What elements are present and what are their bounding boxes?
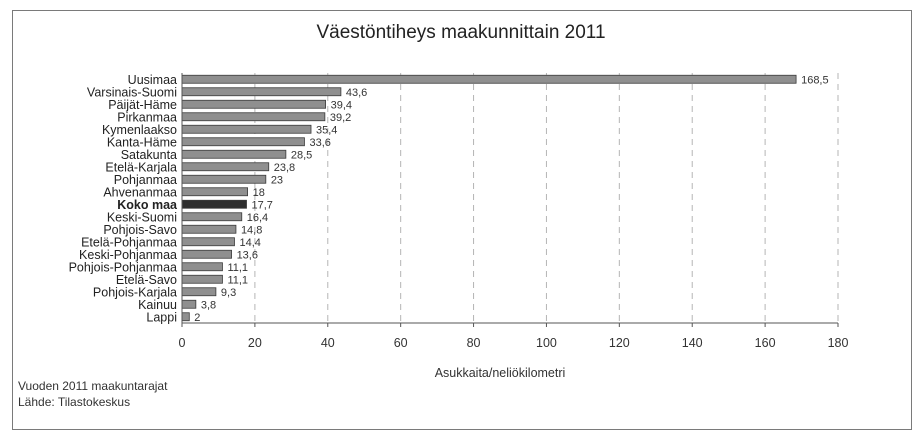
bar <box>181 124 312 134</box>
category-label: Pirkanmaa <box>117 110 177 124</box>
category-label: Kymenlaakso <box>102 123 177 137</box>
bar <box>181 199 247 209</box>
category-labels: UusimaaVarsinais-SuomiPäijät-HämePirkanm… <box>69 73 178 325</box>
value-label: 3,8 <box>201 299 216 311</box>
bar <box>181 249 232 259</box>
category-label: Varsinais-Suomi <box>87 85 177 99</box>
category-label: Etelä-Savo <box>116 273 177 287</box>
bar <box>181 212 243 222</box>
category-label: Kanta-Häme <box>107 135 177 149</box>
bar <box>181 299 197 309</box>
category-label: Päijät-Häme <box>108 98 177 112</box>
value-label: 23 <box>271 174 283 186</box>
bar <box>181 274 223 284</box>
value-label: 13,6 <box>237 249 258 261</box>
footnote-source: Lähde: Tilastokeskus <box>18 395 131 409</box>
x-tick-label: 60 <box>394 336 408 350</box>
category-label: Pohjois-Pohjanmaa <box>69 260 177 274</box>
x-tick-label: 100 <box>536 336 557 350</box>
x-tick-label: 0 <box>179 336 186 350</box>
bar <box>181 187 248 197</box>
grid-lines <box>254 73 839 323</box>
bars <box>181 74 797 322</box>
bar <box>181 312 190 322</box>
x-tick-label: 80 <box>467 336 481 350</box>
value-label: 14,4 <box>239 237 260 249</box>
x-tick-label: 160 <box>755 336 776 350</box>
x-tick-label: 120 <box>609 336 630 350</box>
value-label: 16,4 <box>247 212 268 224</box>
value-label: 14,8 <box>241 224 262 236</box>
bar <box>181 174 267 184</box>
category-label: Satakunta <box>121 148 177 162</box>
category-label: Koko maa <box>117 198 178 212</box>
category-label: Pohjanmaa <box>114 173 177 187</box>
x-tick-label: 40 <box>321 336 335 350</box>
value-label: 28,5 <box>291 149 312 161</box>
category-label: Pohjois-Karjala <box>93 285 177 299</box>
bar <box>181 74 797 84</box>
bar <box>181 162 270 172</box>
bar <box>181 237 235 247</box>
value-label: 43,6 <box>346 87 367 99</box>
bar <box>181 149 287 159</box>
bar <box>181 112 326 122</box>
x-tick-label: 140 <box>682 336 703 350</box>
category-label: Lappi <box>146 310 177 324</box>
bar-chart: 0 20 40 60 80 100 120 140 160 180 UusimaaVarsinai… <box>69 73 849 380</box>
value-label: 2 <box>194 312 200 324</box>
chart-title: Väestöntiheys maakunnittain 2011 <box>316 22 606 43</box>
bar <box>181 262 223 272</box>
value-label: 33,6 <box>309 137 330 149</box>
value-label: 39,4 <box>331 99 352 111</box>
bar <box>181 287 217 297</box>
footnote-boundaries: Vuoden 2011 maakuntarajat <box>18 379 168 393</box>
value-label: 168,5 <box>801 74 829 86</box>
category-label: Keski-Pohjanmaa <box>79 248 177 262</box>
value-label: 23,8 <box>274 162 295 174</box>
category-label: Kainuu <box>138 298 177 312</box>
x-axis: 0 20 40 60 80 100 120 140 160 180 <box>179 73 849 350</box>
category-label: Etelä-Pohjanmaa <box>81 235 177 249</box>
value-labels: 168,543,639,439,235,433,628,523,8231817,… <box>194 74 828 324</box>
x-tick-label: 20 <box>248 336 262 350</box>
value-label: 11,1 <box>227 274 248 286</box>
bar <box>181 224 237 234</box>
category-label: Uusimaa <box>128 73 177 87</box>
x-axis-title: Asukkaita/neliökilometri <box>435 366 566 380</box>
value-label: 39,2 <box>330 112 351 124</box>
category-label: Pohjois-Savo <box>103 223 177 237</box>
category-label: Ahvenanmaa <box>103 185 177 199</box>
category-label: Etelä-Karjala <box>105 160 177 174</box>
category-label: Keski-Suomi <box>107 210 177 224</box>
value-label: 11,1 <box>227 262 248 274</box>
bar <box>181 137 305 147</box>
value-label: 35,4 <box>316 124 337 136</box>
value-label: 17,7 <box>252 199 273 211</box>
bar <box>181 99 326 109</box>
x-tick-label: 180 <box>828 336 849 350</box>
value-label: 18 <box>253 187 265 199</box>
bar <box>181 87 342 97</box>
value-label: 9,3 <box>221 287 236 299</box>
